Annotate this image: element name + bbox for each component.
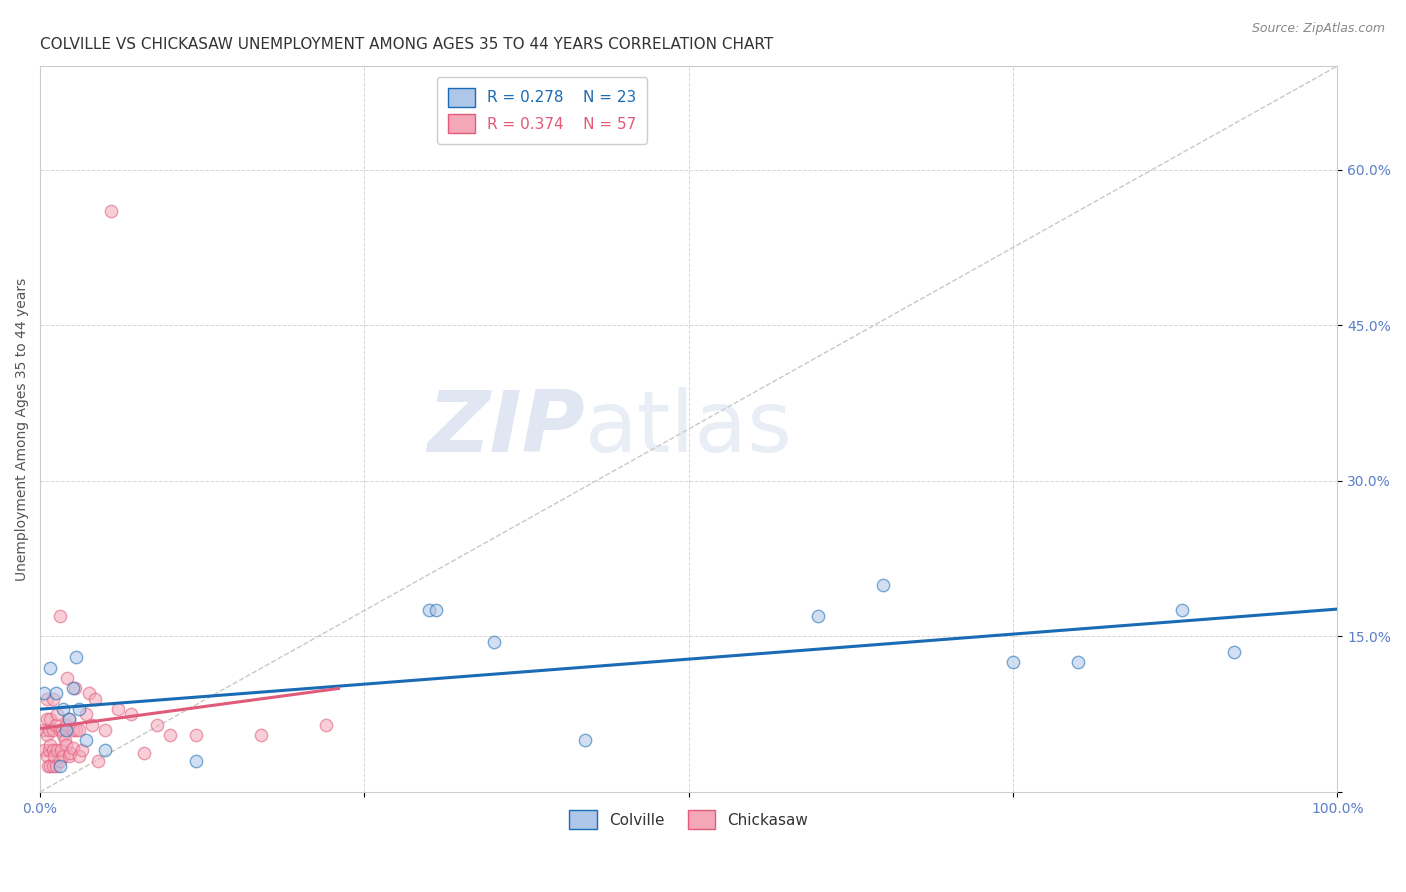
Point [418, 603, 440, 617]
Point [35, 728, 58, 742]
Point [38, 723, 60, 737]
Point [46, 707, 69, 722]
Point [425, 603, 447, 617]
Point [39, 712, 62, 726]
Point [58, 712, 80, 726]
Point [58, 712, 80, 726]
Point [35, 691, 58, 706]
Point [70, 743, 93, 757]
Point [52, 702, 75, 716]
Point [55, 717, 77, 731]
Point [574, 733, 596, 747]
Point [48, 754, 70, 768]
Text: ZIP: ZIP [427, 387, 585, 470]
Point [80, 717, 103, 731]
Text: atlas: atlas [585, 387, 793, 470]
Point [79, 686, 101, 700]
Point [44, 748, 66, 763]
Point [48, 759, 70, 773]
Point [45, 686, 67, 700]
Point [39, 739, 62, 753]
Point [65, 650, 87, 665]
Point [59, 746, 82, 760]
Point [52, 728, 75, 742]
Point [55, 739, 77, 753]
Point [67, 748, 90, 763]
Point [48, 608, 70, 623]
Point [52, 748, 75, 763]
Point [55, 723, 77, 737]
Point [42, 691, 65, 706]
Point [1067, 656, 1090, 670]
Point [45, 717, 67, 731]
Point [482, 634, 505, 648]
Point [53, 733, 76, 747]
Point [62, 681, 84, 696]
Point [62, 723, 84, 737]
Point [32, 743, 55, 757]
Point [807, 608, 830, 623]
Point [159, 728, 181, 742]
Point [75, 707, 97, 722]
Point [184, 754, 207, 768]
Point [48, 723, 70, 737]
Point [65, 723, 87, 737]
Point [184, 728, 207, 742]
Point [45, 759, 67, 773]
Point [94, 743, 117, 757]
Point [1222, 645, 1244, 659]
Point [56, 671, 79, 685]
Point [37, 759, 59, 773]
Point [1170, 603, 1192, 617]
Point [32, 686, 55, 700]
Point [62, 741, 84, 756]
Point [249, 728, 271, 742]
Point [100, 204, 122, 219]
Point [75, 733, 97, 747]
Point [49, 743, 72, 757]
Point [67, 702, 90, 716]
Point [38, 743, 60, 757]
Y-axis label: Unemployment Among Ages 35 to 44 years: Unemployment Among Ages 35 to 44 years [15, 277, 30, 581]
Point [87, 754, 110, 768]
Point [35, 712, 58, 726]
Point [42, 723, 65, 737]
Point [58, 748, 80, 763]
Point [42, 743, 65, 757]
Legend: Colville, Chickasaw: Colville, Chickasaw [564, 805, 814, 835]
Point [39, 660, 62, 674]
Point [42, 759, 65, 773]
Point [94, 723, 117, 737]
Point [32, 723, 55, 737]
Point [39, 759, 62, 773]
Point [132, 746, 155, 760]
Point [315, 717, 337, 731]
Point [35, 748, 58, 763]
Text: Source: ZipAtlas.com: Source: ZipAtlas.com [1251, 22, 1385, 36]
Point [63, 681, 86, 696]
Point [872, 577, 894, 591]
Point [51, 723, 73, 737]
Point [67, 723, 90, 737]
Point [107, 702, 129, 716]
Point [83, 691, 105, 706]
Point [146, 717, 169, 731]
Point [120, 707, 142, 722]
Point [46, 743, 69, 757]
Point [1002, 656, 1025, 670]
Text: COLVILLE VS CHICKASAW UNEMPLOYMENT AMONG AGES 35 TO 44 YEARS CORRELATION CHART: COLVILLE VS CHICKASAW UNEMPLOYMENT AMONG… [41, 37, 773, 53]
